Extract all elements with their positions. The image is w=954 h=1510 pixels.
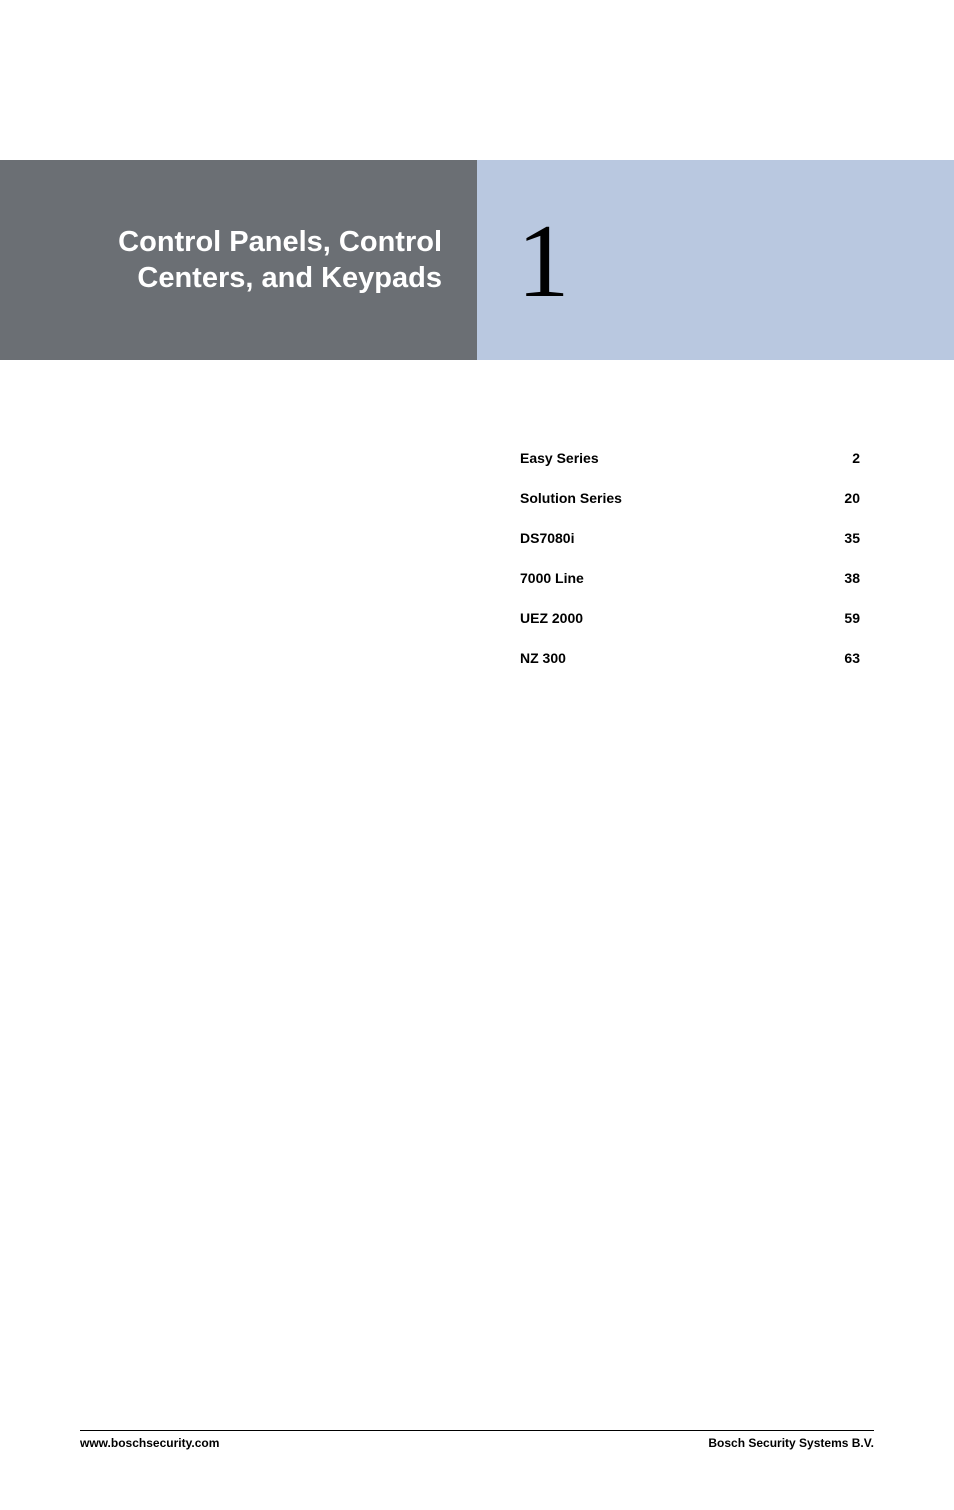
footer-left: www.boschsecurity.com [80, 1436, 219, 1450]
title-line-1: Control Panels, Control [118, 226, 442, 258]
toc-row: UEZ 2000 59 [520, 610, 860, 626]
toc-label: DS7080i [520, 530, 574, 546]
footer-rule [80, 1430, 874, 1431]
toc-label: 7000 Line [520, 570, 584, 586]
banner-right-panel: 1 [477, 160, 954, 360]
footer-right: Bosch Security Systems B.V. [708, 1436, 874, 1450]
toc-row: Easy Series 2 [520, 450, 860, 466]
toc-page: 63 [844, 650, 860, 666]
toc-row: Solution Series 20 [520, 490, 860, 506]
toc-row: DS7080i 35 [520, 530, 860, 546]
toc-row: NZ 300 63 [520, 650, 860, 666]
chapter-banner: Control Panels, Control Centers, and Key… [0, 160, 954, 360]
toc-label: Solution Series [520, 490, 622, 506]
page-footer: www.boschsecurity.com Bosch Security Sys… [80, 1430, 874, 1450]
toc-page: 35 [844, 530, 860, 546]
chapter-title: Control Panels, Control Centers, and Key… [118, 224, 442, 297]
footer-row: www.boschsecurity.com Bosch Security Sys… [80, 1436, 874, 1450]
toc-page: 2 [852, 450, 860, 466]
title-line-2: Centers, and Keypads [137, 262, 442, 294]
banner-left-panel: Control Panels, Control Centers, and Key… [0, 160, 477, 360]
toc-label: UEZ 2000 [520, 610, 583, 626]
toc-page: 38 [844, 570, 860, 586]
table-of-contents: Easy Series 2 Solution Series 20 DS7080i… [520, 450, 860, 666]
toc-row: 7000 Line 38 [520, 570, 860, 586]
chapter-number: 1 [517, 200, 570, 321]
toc-label: Easy Series [520, 450, 599, 466]
toc-page: 20 [844, 490, 860, 506]
toc-label: NZ 300 [520, 650, 566, 666]
toc-page: 59 [844, 610, 860, 626]
